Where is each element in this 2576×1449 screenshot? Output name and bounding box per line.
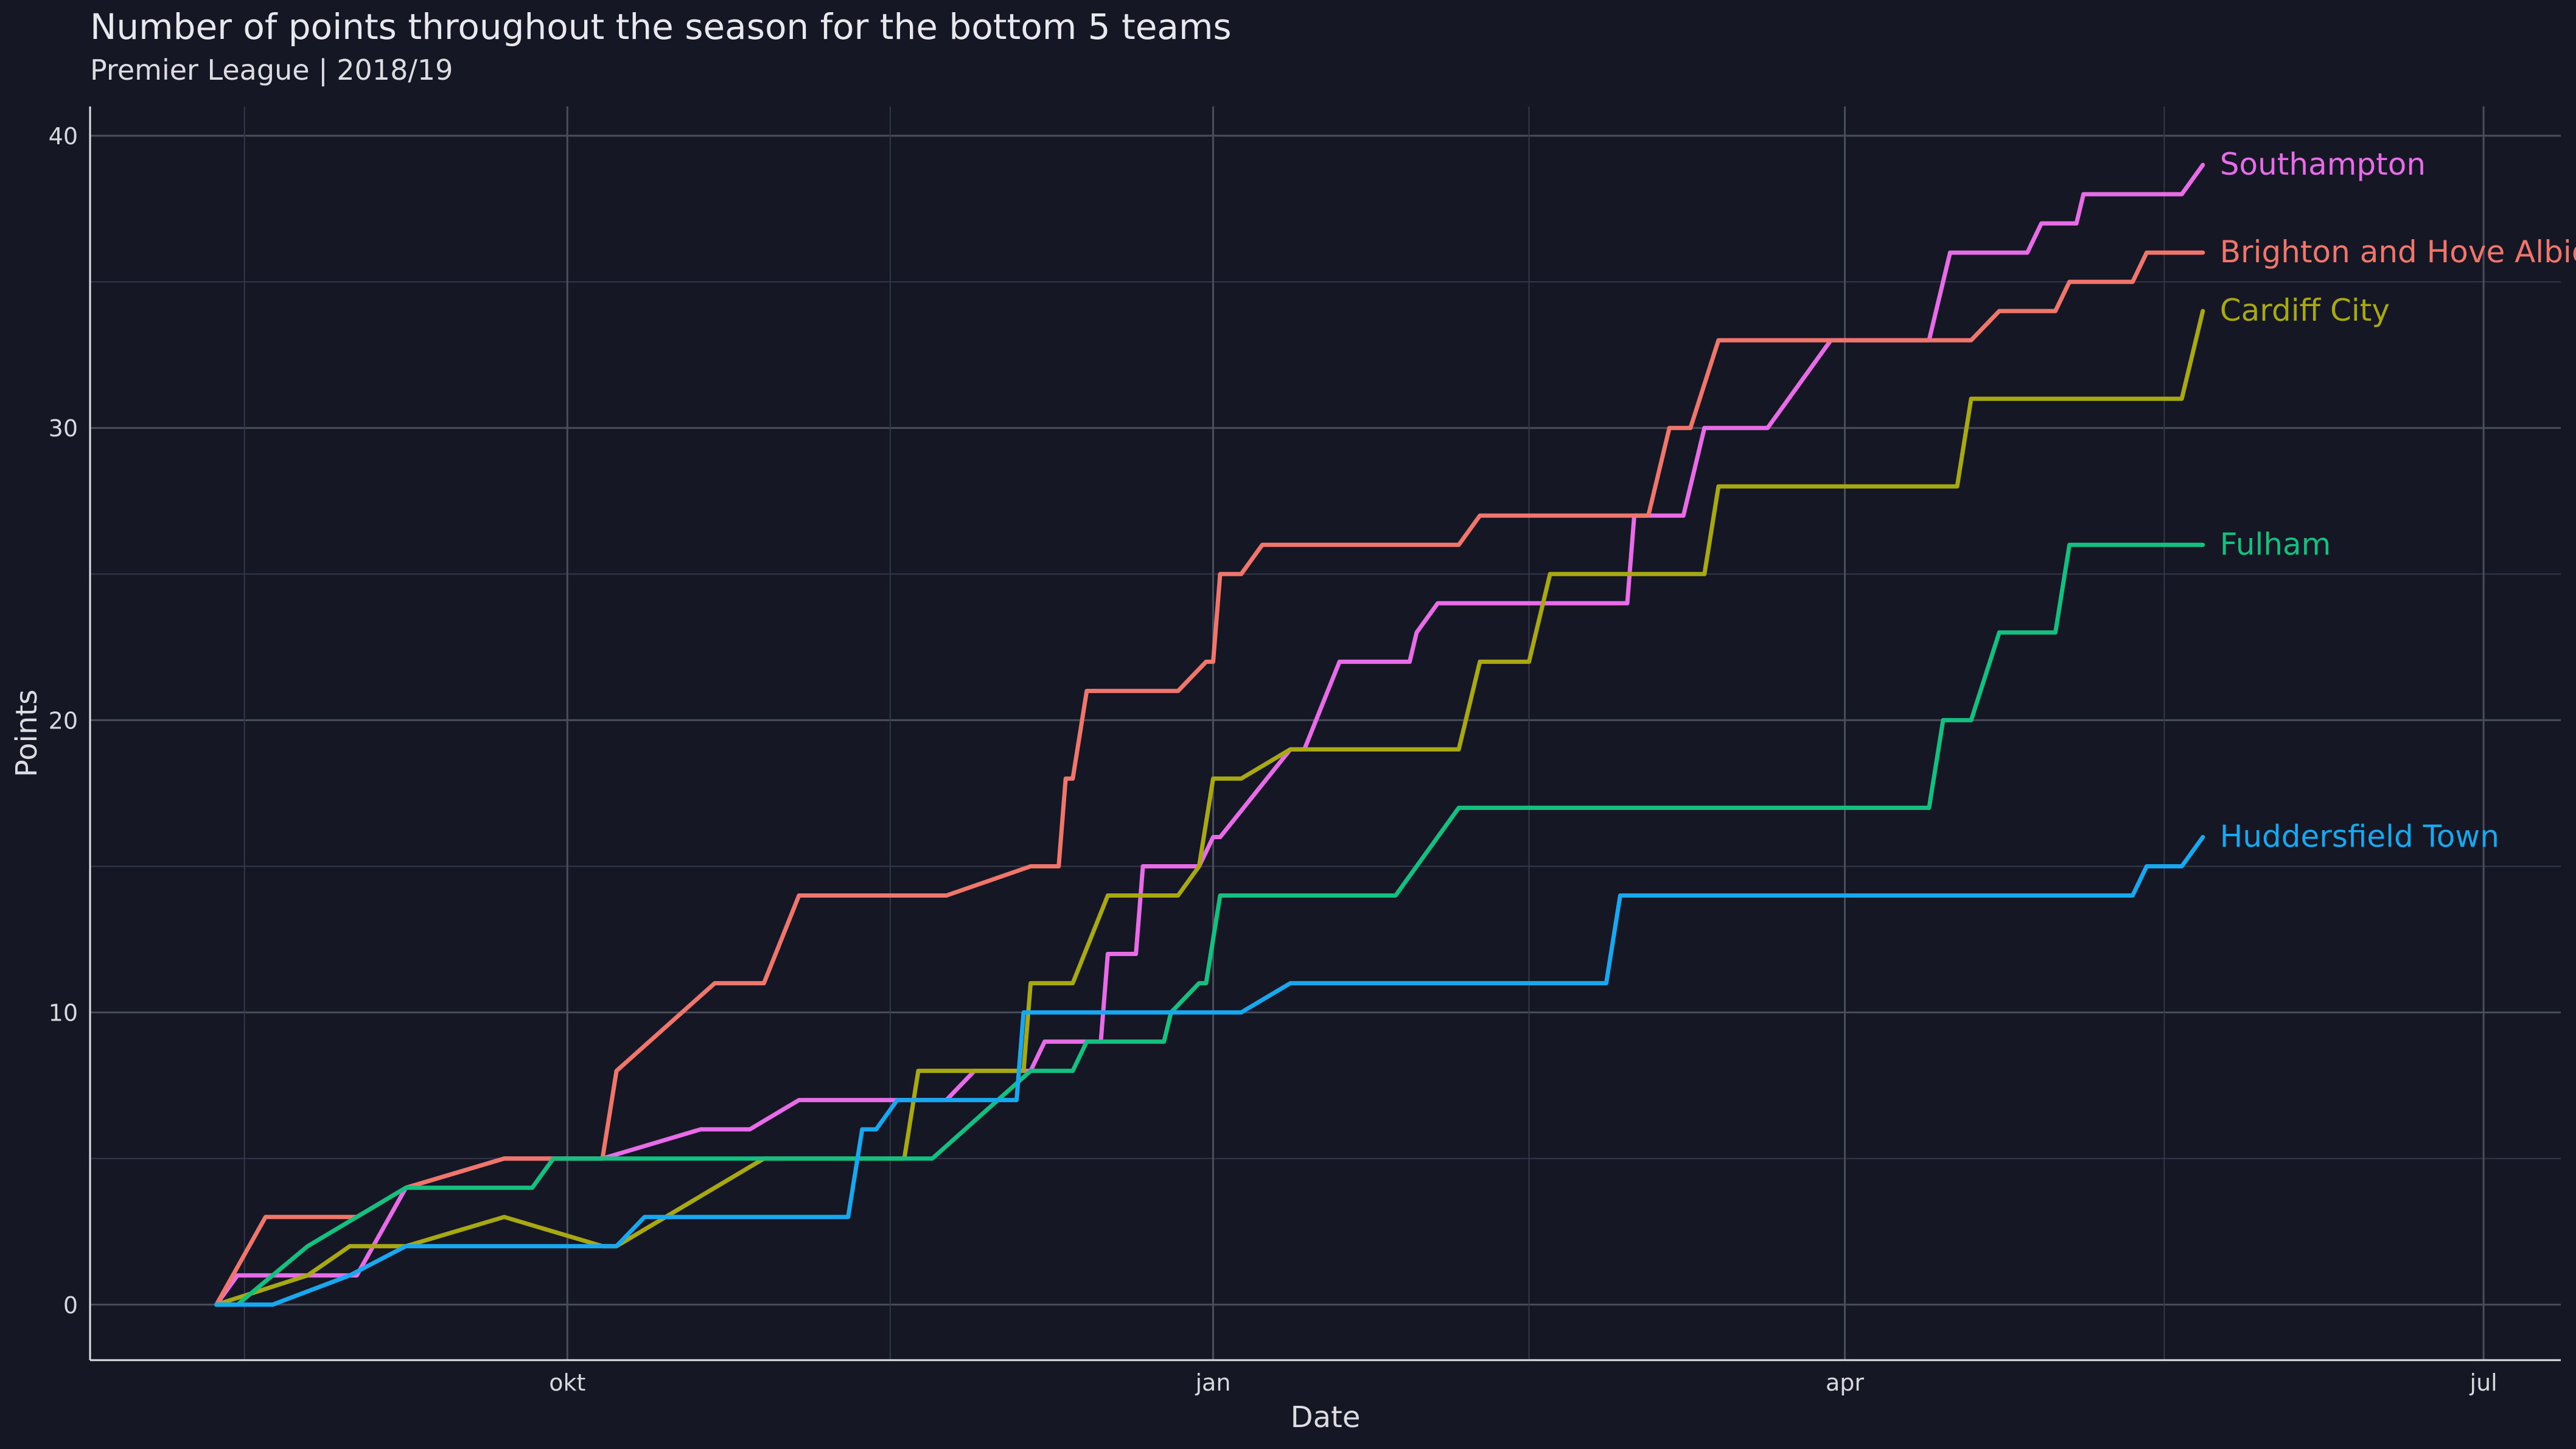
y-tick-label: 20 <box>49 707 78 734</box>
y-tick-label: 30 <box>49 415 78 442</box>
x-tick-label: apr <box>1826 1369 1864 1396</box>
y-tick-label: 40 <box>49 123 78 150</box>
x-tick-label: jul <box>2470 1369 2497 1396</box>
series-line-fulham <box>214 542 2205 1307</box>
chart-title: Number of points throughout the season f… <box>90 6 1232 47</box>
y-tick-label: 10 <box>49 1000 78 1027</box>
series-label-southampton: Southampton <box>2220 147 2426 182</box>
x-tick-label: jan <box>1195 1369 1230 1396</box>
x-axis-label: Date <box>1291 1400 1361 1434</box>
series-label-huddersfield-town: Huddersfield Town <box>2220 819 2499 854</box>
y-tick-label: 0 <box>63 1292 78 1319</box>
series-line-southampton <box>214 162 2205 1307</box>
series-line-brighton-and-hove-albion <box>214 250 2205 1307</box>
series-label-cardiff-city: Cardiff City <box>2220 293 2390 328</box>
axes: 0 10 20 30 40 okt jan apr jul <box>49 106 2561 1396</box>
x-tick-label: okt <box>549 1369 585 1396</box>
y-axis-label: Points <box>10 690 44 777</box>
series-label-brighton-and-hove-albion: Brighton and Hove Albion <box>2220 234 2576 270</box>
series-line-huddersfield-town <box>214 835 2205 1307</box>
series-label-fulham: Fulham <box>2220 526 2331 562</box>
chart-subtitle: Premier League | 2018/19 <box>90 54 453 86</box>
grid <box>90 106 2561 1360</box>
series-lines <box>214 162 2205 1307</box>
series-labels: Southampton Brighton and Hove Albion Cardi… <box>2220 147 2576 854</box>
